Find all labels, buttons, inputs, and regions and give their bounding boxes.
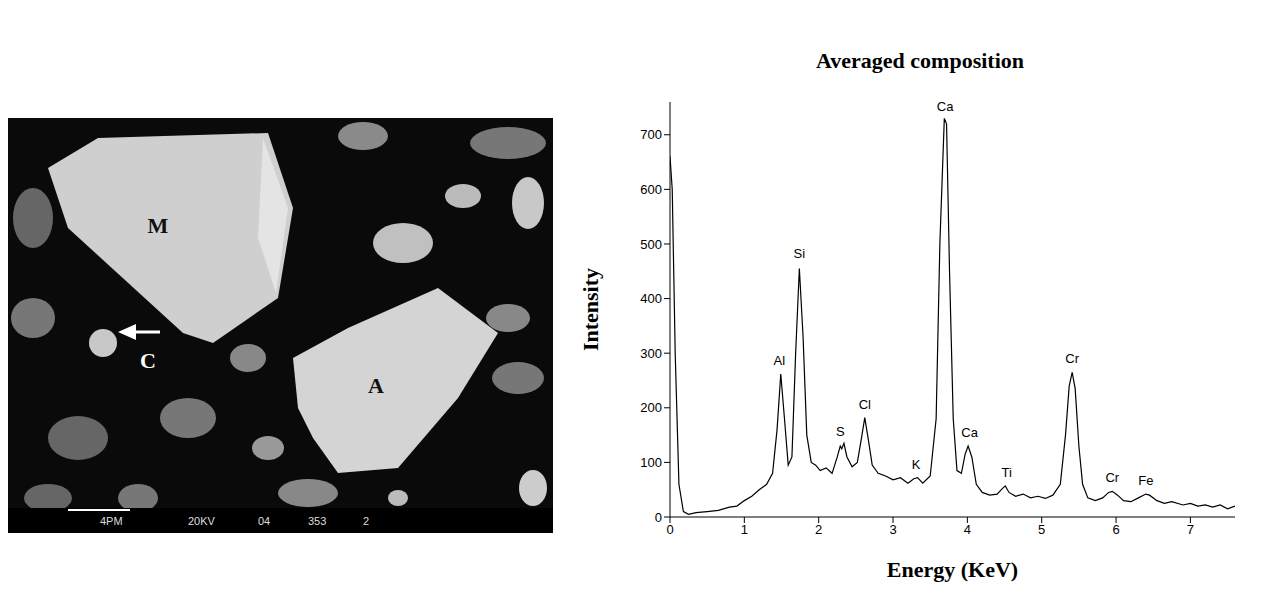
svg-text:Cl: Cl (859, 397, 871, 412)
svg-text:4: 4 (964, 522, 971, 537)
svg-text:Intensity: Intensity (578, 268, 603, 351)
svg-text:4PM: 4PM (100, 515, 123, 527)
svg-text:04: 04 (258, 515, 270, 527)
svg-text:Cr: Cr (1105, 470, 1119, 485)
svg-text:0: 0 (666, 522, 673, 537)
svg-text:Cr: Cr (1065, 351, 1079, 366)
svg-text:5: 5 (1038, 522, 1045, 537)
svg-text:600: 600 (640, 182, 662, 197)
svg-text:2: 2 (363, 515, 369, 527)
svg-text:K: K (912, 457, 921, 472)
svg-text:100: 100 (640, 455, 662, 470)
svg-text:Si: Si (794, 246, 806, 261)
svg-text:0: 0 (655, 510, 662, 525)
svg-text:Ti: Ti (1002, 465, 1012, 480)
svg-text:2: 2 (815, 522, 822, 537)
svg-text:S: S (836, 424, 845, 439)
svg-text:700: 700 (640, 127, 662, 142)
svg-text:1: 1 (741, 522, 748, 537)
svg-text:Energy (KeV): Energy (KeV) (887, 557, 1018, 582)
svg-text:M: M (148, 213, 169, 238)
svg-text:Al: Al (774, 353, 786, 368)
svg-text:7: 7 (1187, 522, 1194, 537)
html-text:Averaged composition: Averaged composition (816, 48, 1024, 73)
svg-text:A: A (368, 373, 384, 398)
svg-text:Ca: Ca (937, 99, 954, 114)
svg-text:3: 3 (889, 522, 896, 537)
svg-text:6: 6 (1112, 522, 1119, 537)
svg-text:Ca: Ca (961, 425, 978, 440)
svg-text:300: 300 (640, 346, 662, 361)
svg-text:200: 200 (640, 400, 662, 415)
svg-text:353: 353 (308, 515, 326, 527)
svg-text:400: 400 (640, 291, 662, 306)
svg-text:Fe: Fe (1138, 473, 1153, 488)
svg-text:500: 500 (640, 237, 662, 252)
svg-text:C: C (140, 348, 156, 373)
svg-text:20KV: 20KV (188, 515, 216, 527)
